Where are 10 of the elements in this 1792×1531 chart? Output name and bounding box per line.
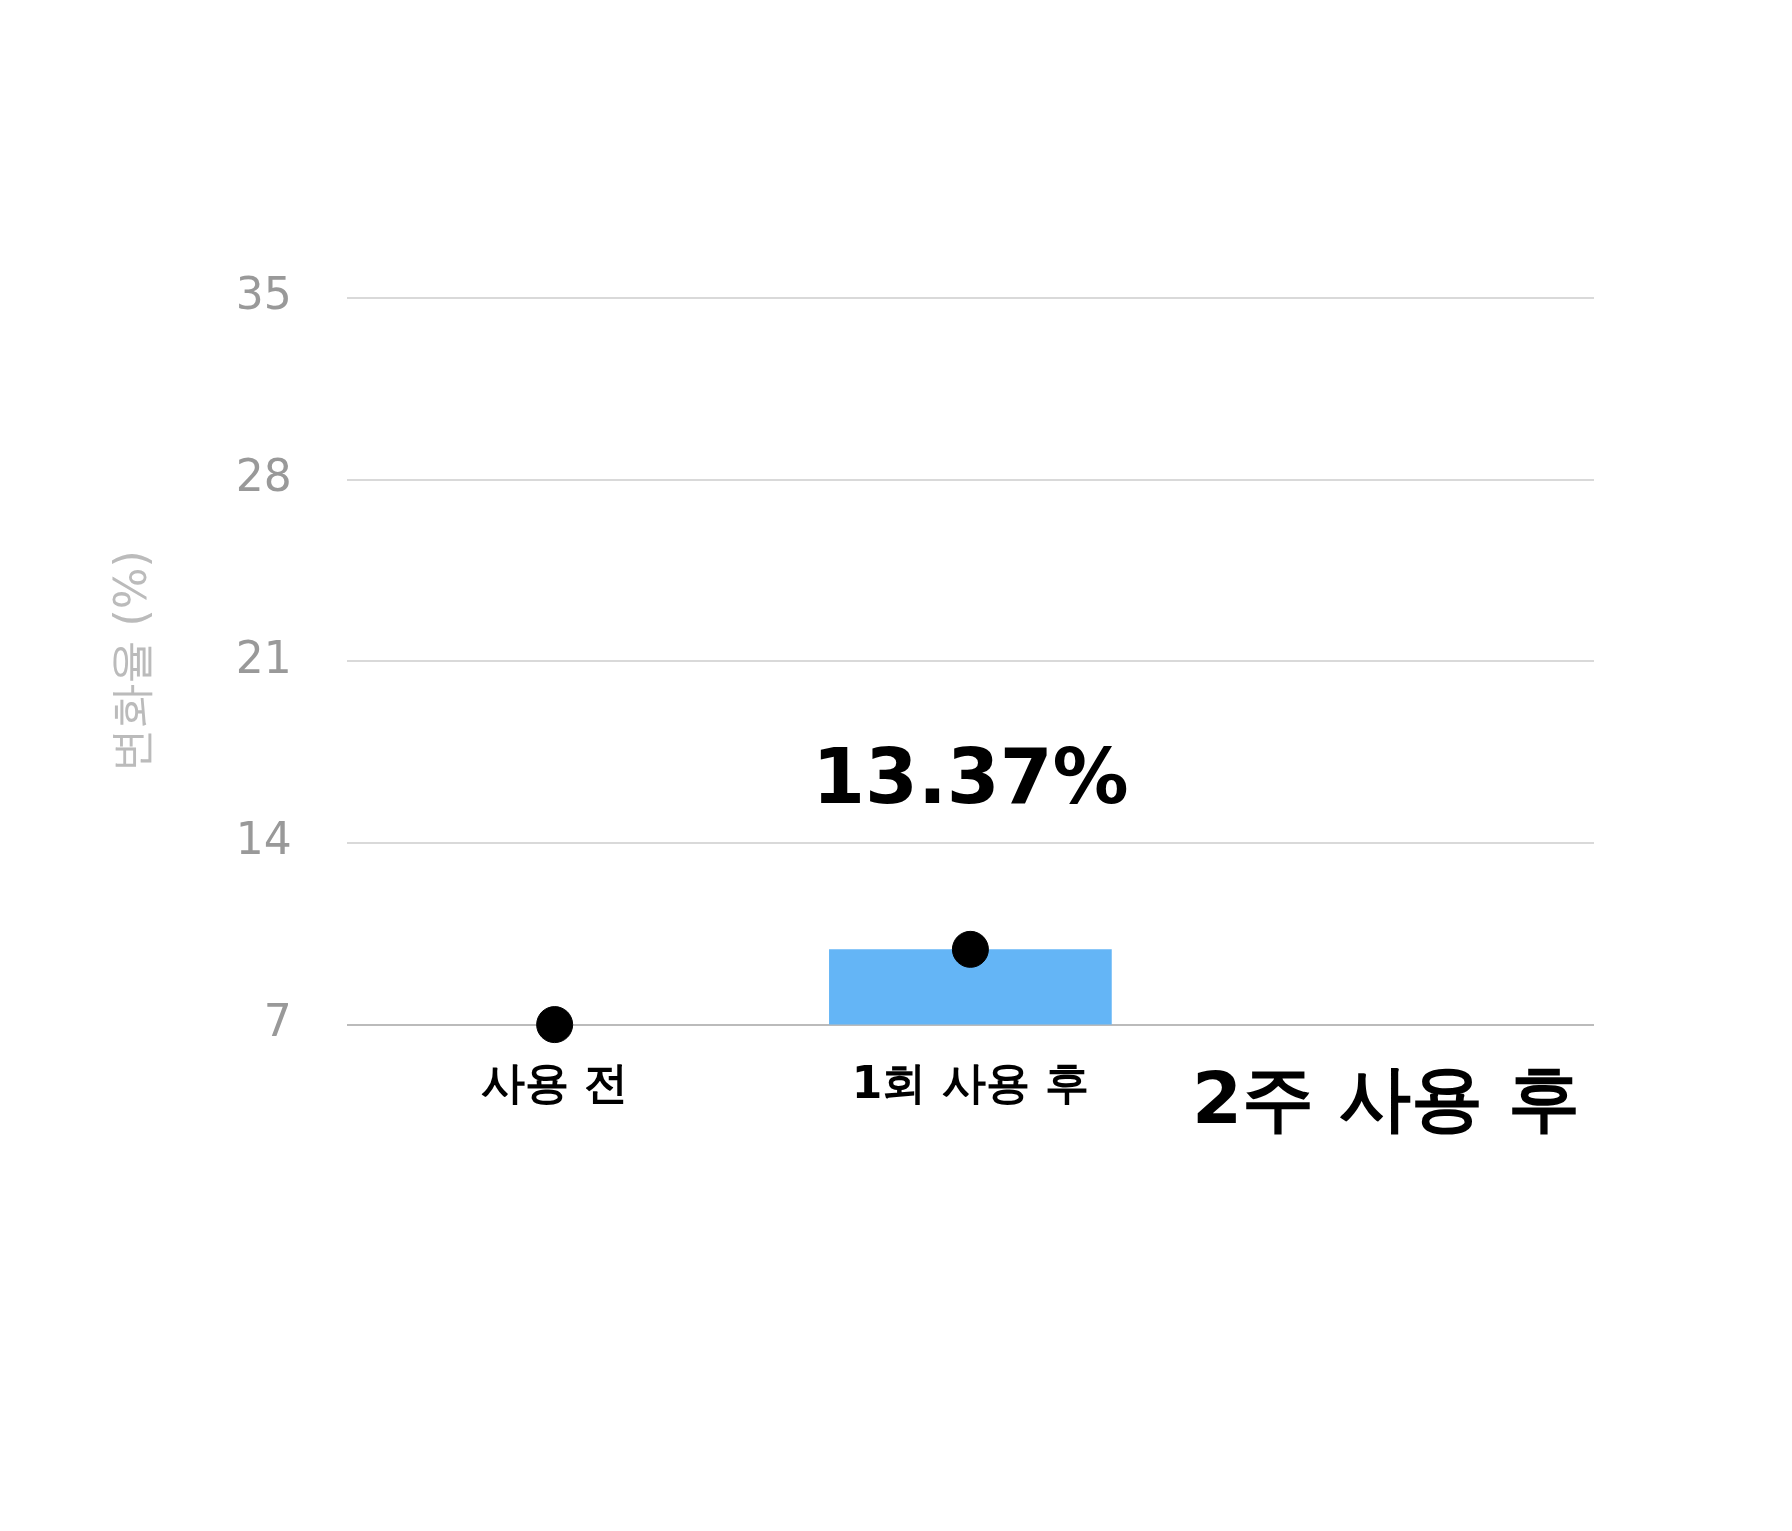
y-tick-label: 28 <box>235 450 292 502</box>
x-tick-label: 사용 전 <box>480 1057 629 1109</box>
x-tick-label: 2주 사용 후 <box>1192 1055 1581 1140</box>
y-tick-label: 7 <box>263 995 292 1047</box>
y-tick-label: 21 <box>235 631 292 683</box>
y-axis-title: 변화율 (%) <box>104 550 156 773</box>
y-tick-label: 35 <box>235 268 292 320</box>
x-tick-label: 1회 사용 후 <box>851 1057 1090 1109</box>
y-tick-label: 14 <box>235 813 292 865</box>
annotation: 13.37% <box>812 731 1129 821</box>
